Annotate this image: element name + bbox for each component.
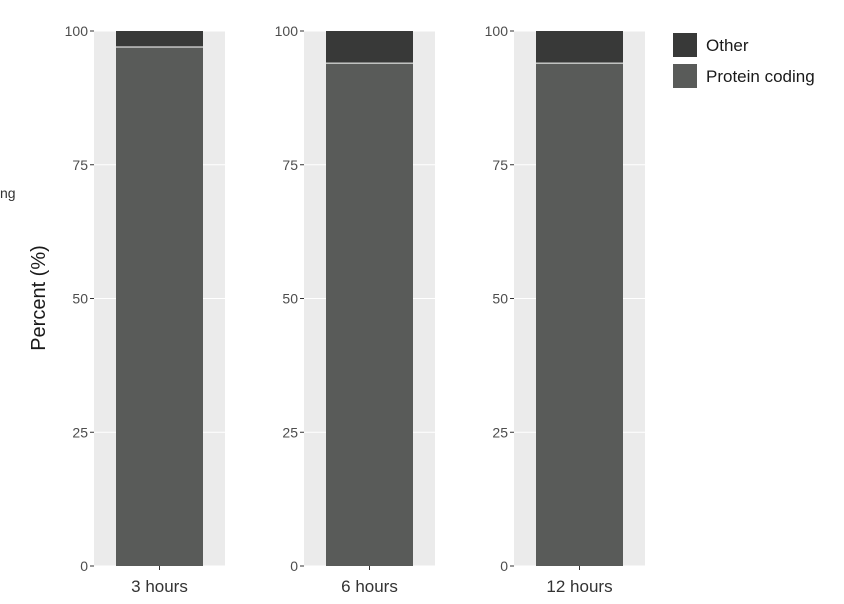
- y-tick-label: 0: [500, 558, 508, 574]
- facet-panels: 0 25 50 75 100 3 hours 0 25 50 75 100 6 hours 0 25 50 7…: [65, 23, 645, 596]
- facet-panel-1: 0 25 50 75 100 3 hours: [65, 23, 225, 596]
- y-tick-label: 50: [492, 291, 508, 307]
- legend-swatch-other: [673, 33, 697, 57]
- y-tick-label: 0: [290, 558, 298, 574]
- y-tick-label: 25: [492, 424, 508, 440]
- bar-protein-coding-1: [116, 47, 203, 567]
- y-tick-label: 50: [282, 291, 298, 307]
- facet-panel-3: 0 25 50 75 100 12 hours: [485, 23, 645, 596]
- y-axis-title: Percent (%): [28, 245, 50, 351]
- x-tick-label: 12 hours: [546, 577, 612, 596]
- bar-protein-coding-3: [536, 63, 623, 566]
- y-tick-label: 75: [492, 157, 508, 173]
- y-tick-label: 25: [282, 424, 298, 440]
- y-tick-label: 100: [485, 23, 509, 39]
- clipped-left-text: ng: [0, 185, 16, 201]
- x-tick-label: 3 hours: [131, 577, 188, 596]
- y-tick-label: 75: [72, 157, 88, 173]
- x-tick-label: 6 hours: [341, 577, 398, 596]
- y-tick-label: 0: [80, 558, 88, 574]
- y-tick-label: 50: [72, 291, 88, 307]
- y-tick-label: 75: [282, 157, 298, 173]
- y-tick-label: 100: [65, 23, 89, 39]
- bar-protein-coding-2: [326, 63, 413, 566]
- bar-other-2: [326, 31, 413, 64]
- facet-panel-2: 0 25 50 75 100 6 hours: [275, 23, 435, 596]
- legend: Other Protein coding: [673, 33, 815, 88]
- legend-label-other: Other: [706, 36, 749, 55]
- y-tick-label: 25: [72, 424, 88, 440]
- y-tick-label: 100: [275, 23, 299, 39]
- bar-other-1: [116, 31, 203, 48]
- legend-label-protein-coding: Protein coding: [706, 67, 815, 86]
- legend-swatch-protein-coding: [673, 64, 697, 88]
- bar-other-3: [536, 31, 623, 64]
